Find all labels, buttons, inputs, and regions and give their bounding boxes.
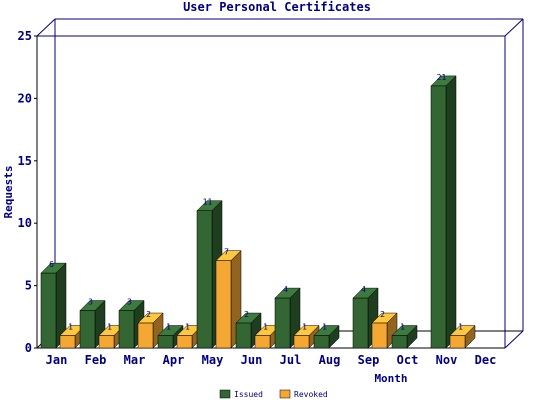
data-label: 3 xyxy=(88,298,93,307)
y-axis-ticks: 0 5 10 15 20 25 xyxy=(18,29,37,355)
y-tick-label: 20 xyxy=(18,91,32,105)
bars xyxy=(40,75,476,349)
data-label: 1 xyxy=(107,323,112,332)
data-label: 1 xyxy=(400,323,405,332)
data-label: 1 xyxy=(185,323,190,332)
x-axis-ticks: Jan Feb Mar Apr May Jun Jul Aug Sep Oct Nov Dec xyxy=(46,353,497,367)
data-label: 2 xyxy=(146,310,151,319)
x-tick-label: Jul xyxy=(280,353,302,367)
x-tick-label: Apr xyxy=(163,353,185,367)
x-tick-label: Nov xyxy=(436,353,458,367)
bar-issued-may xyxy=(196,200,223,349)
bar-revoked-jul xyxy=(293,324,320,349)
data-label: 2 xyxy=(380,310,385,319)
side-top-edge xyxy=(36,18,56,37)
data-label: 6 xyxy=(49,260,54,269)
x-tick-label: Jun xyxy=(241,353,263,367)
legend-label: Revoked xyxy=(294,390,328,399)
x-tick-label: Sep xyxy=(358,353,380,367)
bar-issued-jul xyxy=(274,287,301,349)
top-right-edge xyxy=(504,18,524,37)
x-axis-label: Month xyxy=(374,372,407,385)
x-tick-label: May xyxy=(202,353,224,367)
data-label: 1 xyxy=(68,323,73,332)
legend-label: Issued xyxy=(234,390,263,399)
legend: Issued Revoked xyxy=(219,389,328,399)
bar-revoked-nov xyxy=(449,324,476,349)
y-tick-label: 10 xyxy=(18,216,32,230)
x-tick-label: Aug xyxy=(319,353,341,367)
data-label: 1 xyxy=(458,323,463,332)
bar-issued-aug xyxy=(313,324,340,349)
x-tick-label: Feb xyxy=(85,353,107,367)
data-label: 1 xyxy=(322,323,327,332)
x-tick-label: Mar xyxy=(124,353,146,367)
y-tick-label: 0 xyxy=(25,341,32,355)
data-label: 4 xyxy=(283,285,288,294)
data-label: 1 xyxy=(166,323,171,332)
data-label: 21 xyxy=(437,73,447,82)
data-label: 3 xyxy=(127,298,132,307)
x-tick-label: Oct xyxy=(397,353,419,367)
y-tick-label: 5 xyxy=(25,279,32,293)
data-label: 2 xyxy=(244,310,249,319)
x-tick-label: Jan xyxy=(46,353,68,367)
data-label: 1 xyxy=(302,323,307,332)
chart-title: User Personal Certificates xyxy=(183,0,371,14)
legend-item-revoked: Revoked xyxy=(279,389,328,399)
floor-right-edge xyxy=(504,330,524,349)
x-tick-label: Dec xyxy=(475,353,497,367)
legend-swatch xyxy=(279,389,291,399)
bar-issued-jan xyxy=(40,262,67,349)
legend-item-issued: Issued xyxy=(219,389,263,399)
data-label: 7 xyxy=(224,248,229,257)
y-axis-label: Requests xyxy=(2,166,15,219)
bar-issued-nov xyxy=(430,75,457,349)
y-tick-label: 25 xyxy=(18,29,32,43)
legend-swatch xyxy=(219,389,231,399)
data-label: 1 xyxy=(263,323,268,332)
data-label: 4 xyxy=(361,285,366,294)
bar-revoked-may xyxy=(215,250,242,349)
data-label: 11 xyxy=(203,198,213,207)
bar-revoked-sep xyxy=(371,312,398,349)
bar-issued-oct xyxy=(391,324,418,349)
y-tick-label: 15 xyxy=(18,154,32,168)
bar-issued-feb xyxy=(79,299,106,349)
